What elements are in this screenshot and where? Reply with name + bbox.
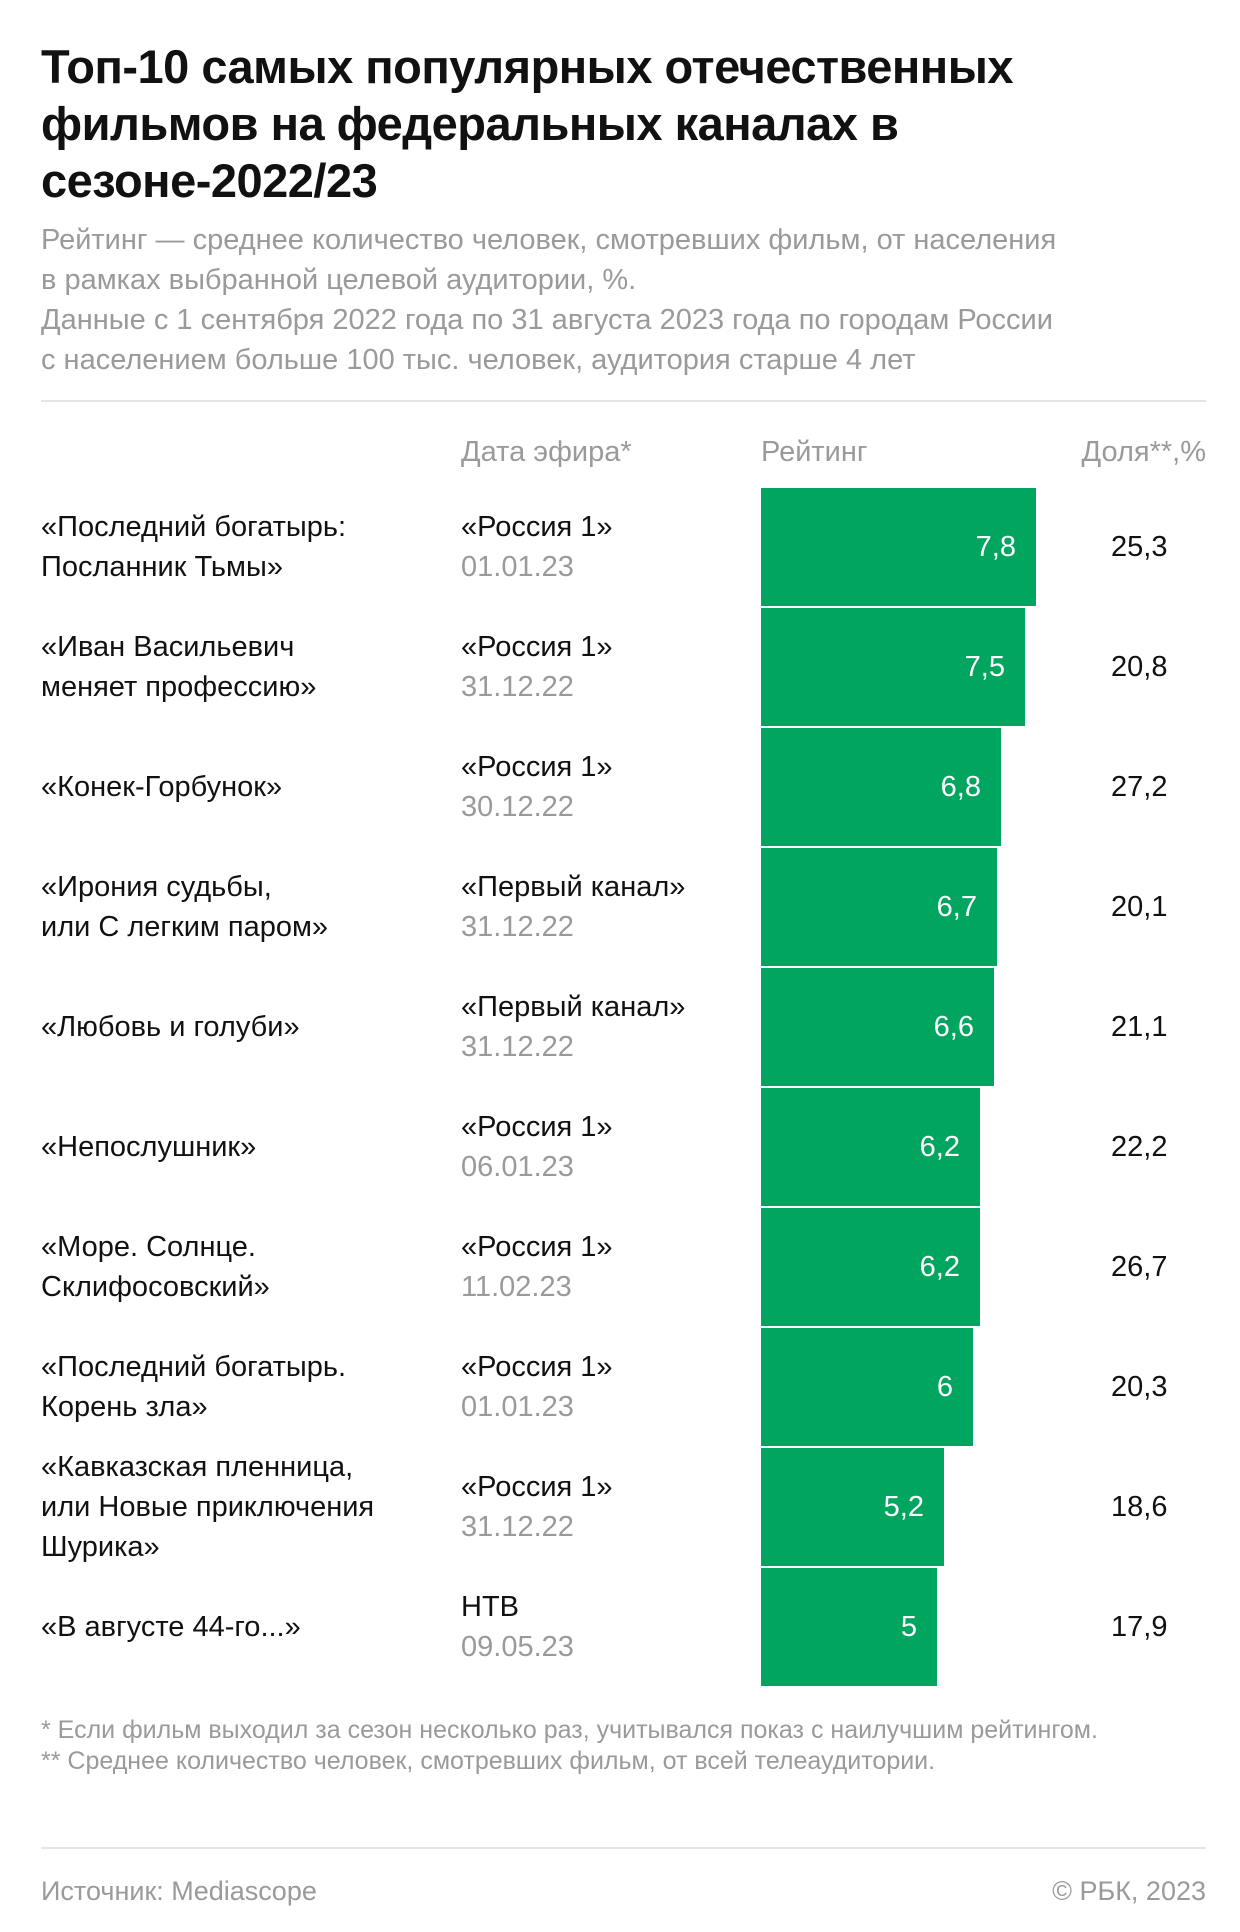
table-row: «Море. Солнце. Склифосовский» «Россия 1» 1… [41, 1208, 1206, 1326]
air-date: 31.12.22 [461, 911, 574, 943]
subtitle-line: в рамках выбранной целевой аудитории, %. [41, 264, 637, 296]
film-title: «Море. Солнце. Склифосовский» [41, 1231, 270, 1303]
broadcast-info: «Россия 1» 31.12.22 [461, 608, 761, 726]
air-date: 01.01.23 [461, 1391, 574, 1423]
chart-subtitle: Рейтинг — среднее количество человек, см… [41, 220, 1206, 380]
broadcast-info: «Первый канал» 31.12.22 [461, 848, 761, 966]
share-value: 25,3 [1111, 530, 1168, 563]
channel-name: «Россия 1» [461, 631, 613, 663]
rating-value-label: 6,7 [936, 890, 977, 923]
air-date: 30.12.22 [461, 791, 574, 823]
share-value: 20,3 [1111, 1370, 1168, 1403]
channel-name: «Россия 1» [461, 1111, 613, 1143]
film-title: «В августе 44-го...» [41, 1611, 301, 1643]
table-row: «Иван Васильевич меняет профессию» «Росси… [41, 608, 1206, 726]
footnote: ** Среднее количество человек, смотревши… [41, 1747, 936, 1775]
rating-value-label: 7,5 [964, 650, 1005, 683]
rating-bar: 6,7 [761, 848, 997, 966]
channel-name: «Россия 1» [461, 1231, 613, 1263]
rating-bar: 5 [761, 1568, 937, 1686]
broadcast-info: НТВ 09.05.23 [461, 1568, 761, 1686]
rating-value-label: 5,2 [883, 1490, 924, 1523]
rating-bar: 7,8 [761, 488, 1036, 606]
channel-name: «Первый канал» [461, 991, 686, 1023]
rating-value-label: 6,2 [919, 1250, 960, 1283]
rating-value-label: 6 [936, 1370, 953, 1403]
column-header-share: Доля**,% [1081, 436, 1207, 468]
film-title: «Кавказская пленница, или Новые приключе… [41, 1451, 375, 1563]
copyright-label: © РБК, 2023 [1052, 1876, 1206, 1906]
broadcast-info: «Россия 1» 30.12.22 [461, 728, 761, 846]
footnotes: * Если фильм выходил за сезон несколько … [41, 1715, 1206, 1777]
share-value: 17,9 [1111, 1610, 1168, 1643]
channel-name: «Россия 1» [461, 751, 613, 783]
broadcast-info: «Россия 1» 31.12.22 [461, 1448, 761, 1566]
rating-value-label: 6,8 [940, 770, 981, 803]
broadcast-info: «Россия 1» 01.01.23 [461, 488, 761, 606]
air-date: 09.05.23 [461, 1631, 574, 1663]
table-row: «Кавказская пленница, или Новые приключе… [41, 1448, 1206, 1566]
film-title: «Непослушник» [41, 1131, 257, 1163]
rating-bar: 6,8 [761, 728, 1001, 846]
rating-value-label: 6,6 [933, 1010, 974, 1043]
footnote: * Если фильм выходил за сезон несколько … [41, 1716, 1098, 1744]
broadcast-info: «Россия 1» 06.01.23 [461, 1088, 761, 1206]
broadcast-info: «Первый канал» 31.12.22 [461, 968, 761, 1086]
share-value: 20,8 [1111, 650, 1168, 683]
subtitle-line: с населением больше 100 тыс. человек, ау… [41, 344, 916, 376]
air-date: 31.12.22 [461, 1031, 574, 1063]
rating-value-label: 7,8 [975, 530, 1016, 563]
share-value: 26,7 [1111, 1250, 1168, 1283]
table-row: «Непослушник» «Россия 1» 06.01.23 6,2 22,2 [41, 1088, 1206, 1206]
rating-value-label: 5 [900, 1610, 917, 1643]
subtitle-line: Данные с 1 сентября 2022 года по 31 авгу… [41, 304, 1053, 336]
rating-bar: 6,2 [761, 1088, 980, 1206]
table-row: «Конек-Горбунок» «Россия 1» 30.12.22 6,8 27,… [41, 728, 1206, 846]
share-value: 18,6 [1111, 1490, 1168, 1523]
film-title: «Последний богатырь: Посланник Тьмы» [41, 511, 346, 583]
chart-title: Топ-10 самых популярных отечественных фи… [41, 40, 1013, 207]
channel-name: «Россия 1» [461, 1471, 613, 1503]
rating-bar: 6 [761, 1328, 973, 1446]
broadcast-info: «Россия 1» 01.01.23 [461, 1328, 761, 1446]
air-date: 06.01.23 [461, 1151, 574, 1183]
header-divider [41, 400, 1206, 402]
rating-value-label: 6,2 [919, 1130, 960, 1163]
rating-bar: 7,5 [761, 608, 1025, 726]
channel-name: НТВ [461, 1591, 519, 1623]
film-title: «Иван Васильевич меняет профессию» [41, 631, 317, 703]
footer-divider [41, 1847, 1206, 1849]
film-title: «Ирония судьбы, или С легким паром» [41, 871, 329, 943]
share-value: 22,2 [1111, 1130, 1168, 1163]
air-date: 11.02.23 [461, 1271, 572, 1303]
channel-name: «Россия 1» [461, 511, 613, 543]
table-row: «Любовь и голуби» «Первый канал» 31.12.22 6… [41, 968, 1206, 1086]
rating-bar: 5,2 [761, 1448, 944, 1566]
air-date: 01.01.23 [461, 551, 574, 583]
broadcast-info: «Россия 1» 11.02.23 [461, 1208, 761, 1326]
column-header-rating: Рейтинг [761, 436, 868, 468]
rating-bar: 6,2 [761, 1208, 980, 1326]
film-title: «Последний богатырь. Корень зла» [41, 1351, 346, 1423]
table-row: «Последний богатырь: Посланник Тьмы» «Рос… [41, 488, 1206, 606]
column-header-date: Дата эфира* [461, 436, 632, 468]
table-row: «Ирония судьбы, или С легким паром» «Перв… [41, 848, 1206, 966]
air-date: 31.12.22 [461, 671, 574, 703]
source-label: Источник: Mediascope [41, 1876, 317, 1906]
rating-bar: 6,6 [761, 968, 994, 1086]
film-title: «Любовь и голуби» [41, 1011, 300, 1043]
subtitle-line: Рейтинг — среднее количество человек, см… [41, 224, 1057, 256]
share-value: 21,1 [1111, 1010, 1168, 1043]
channel-name: «Первый канал» [461, 871, 686, 903]
share-value: 27,2 [1111, 770, 1168, 803]
film-title: «Конек-Горбунок» [41, 771, 283, 803]
channel-name: «Россия 1» [461, 1351, 613, 1383]
air-date: 31.12.22 [461, 1511, 574, 1543]
table-row: «Последний богатырь. Корень зла» «Россия … [41, 1328, 1206, 1446]
table-row: «В августе 44-го...» НТВ 09.05.23 5 17,9 [41, 1568, 1206, 1686]
share-value: 20,1 [1111, 890, 1168, 923]
